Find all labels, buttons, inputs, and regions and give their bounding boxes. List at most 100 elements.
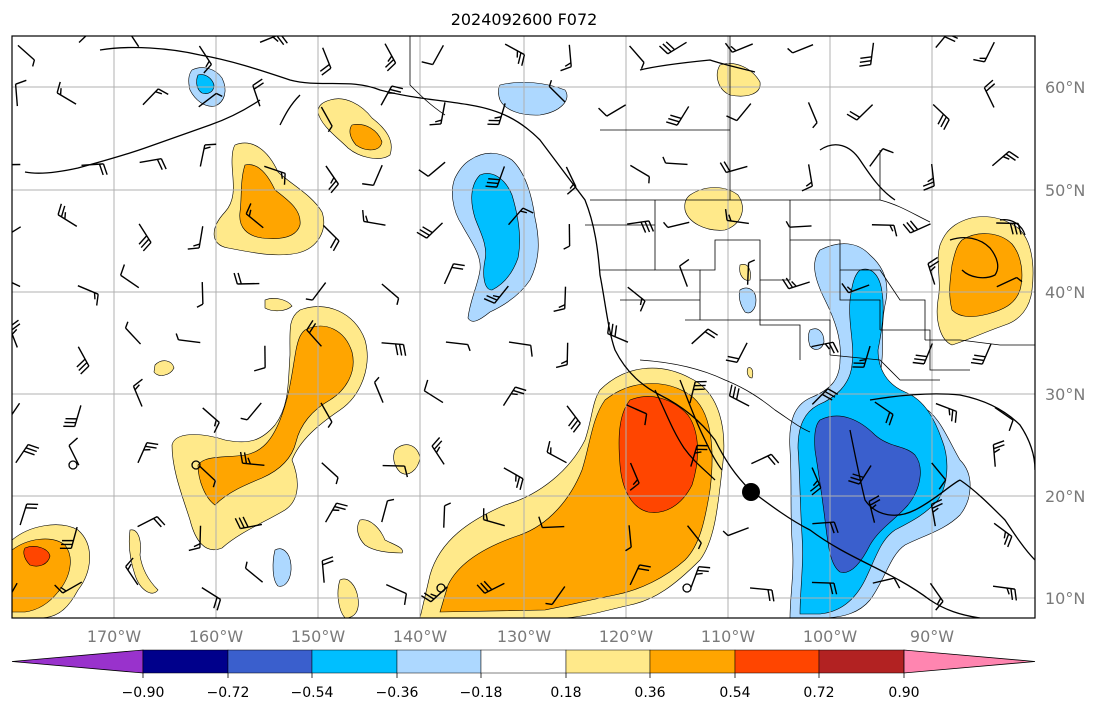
wind-barb — [381, 283, 400, 305]
colorbar-extend-low — [11, 649, 144, 674]
wind-barb — [868, 495, 881, 523]
wind-barb — [12, 281, 21, 288]
wind-barb — [196, 282, 204, 308]
wind-barb — [487, 103, 506, 126]
positive-anomaly-hawaii-orange — [197, 325, 354, 506]
wind-barb — [15, 443, 40, 464]
wind-barb — [381, 498, 395, 523]
wind-barb — [253, 345, 266, 372]
wind-barb — [751, 453, 780, 466]
wind-barb — [77, 285, 99, 306]
wind-barb — [259, 36, 288, 46]
wind-barb — [553, 286, 567, 312]
wind-barb — [996, 222, 1022, 235]
map-title: 2024092600 F072 — [450, 10, 598, 29]
colorbar-tick-label: 0.18 — [550, 685, 581, 701]
wind-barb — [319, 47, 332, 76]
wind-barb — [59, 526, 78, 549]
wind-barb — [416, 222, 444, 239]
wind-barb — [545, 586, 566, 606]
wind-barb — [361, 210, 386, 226]
wind-barb — [811, 581, 838, 595]
wind-barb — [362, 164, 383, 187]
wind-barb — [142, 88, 169, 106]
lon-label: 150°W — [291, 627, 346, 646]
storm-center-marker — [742, 483, 760, 501]
colorbar-tick-label: −0.18 — [460, 685, 503, 701]
colorbar-tick-label: −0.72 — [207, 685, 250, 701]
wind-barb — [781, 277, 810, 290]
wind-barb — [811, 388, 839, 405]
wind-barb — [627, 286, 646, 312]
wind-barb — [324, 502, 348, 523]
wind-barb — [423, 379, 444, 404]
wind-barb — [320, 106, 333, 133]
wind-barb — [503, 467, 524, 490]
wind-barb — [993, 522, 1013, 548]
wind-barb — [555, 342, 569, 369]
wind-barb — [245, 203, 264, 229]
wind-barb — [912, 343, 933, 365]
colorbar-segment — [818, 649, 905, 674]
colorbar-segment — [227, 649, 313, 674]
wind-barb — [119, 264, 140, 289]
wind-barb — [848, 465, 872, 485]
wind-barb — [625, 525, 632, 552]
wind-barb — [68, 437, 80, 466]
colorbar-tick-label: 0.36 — [634, 685, 665, 701]
wind-barb — [188, 525, 202, 552]
longitude-labels: 170°W 160°W 150°W 140°W 130°W 120°W 110°… — [87, 627, 954, 646]
wind-barb — [992, 440, 1005, 467]
wind-barb — [306, 320, 322, 347]
wind-barb — [996, 276, 1023, 288]
wind-barb — [508, 207, 534, 226]
colorbar-tick-label: −0.36 — [376, 685, 419, 701]
wind-barb — [690, 444, 709, 467]
wind-barb — [138, 223, 152, 252]
wind-barb — [429, 102, 446, 126]
colorbar-segment — [565, 649, 651, 674]
latitude-labels: 60°N 50°N 40°N 30°N 20°N 10°N — [1045, 78, 1085, 608]
wind-barb — [691, 328, 718, 345]
wind-barb — [431, 437, 445, 465]
lat-label: 30°N — [1045, 385, 1085, 404]
wind-barb — [930, 498, 943, 527]
colorbar-segment — [480, 649, 567, 674]
colorbar-segment — [142, 649, 229, 674]
wind-barb — [749, 587, 775, 602]
wind-barb — [443, 263, 465, 285]
wind-barb — [678, 258, 690, 287]
wind-barb — [199, 143, 217, 167]
wind-barb — [198, 92, 223, 108]
wind-barb — [81, 163, 108, 176]
wind-barb — [508, 341, 533, 357]
wind-barb — [841, 283, 870, 294]
wind-barb — [137, 516, 166, 528]
wind-barb — [994, 406, 1014, 432]
wind-barb — [443, 502, 452, 528]
colorbar-tick-label: 0.90 — [888, 685, 919, 701]
wind-barb — [931, 462, 947, 490]
wind-barb — [538, 516, 565, 529]
wind-barb — [563, 224, 571, 250]
wind-barb — [970, 343, 992, 365]
wind-barb — [12, 402, 21, 416]
wind-barb — [373, 376, 384, 403]
wind-barb — [132, 378, 143, 407]
wind-barb — [321, 556, 334, 583]
wind-barb — [320, 402, 333, 428]
wind-barb — [14, 79, 27, 107]
colorbar-tick-label: 0.54 — [719, 685, 750, 701]
wind-barb — [991, 150, 1019, 167]
wind-barb — [17, 44, 36, 67]
lat-label: 20°N — [1045, 487, 1085, 506]
colorbar-tick-label: 0.72 — [803, 685, 834, 701]
wind-barb — [54, 581, 83, 594]
wind-barb — [598, 104, 627, 117]
wind-barb — [233, 272, 260, 285]
wind-barb — [607, 322, 629, 343]
colorbar-segment — [396, 649, 482, 674]
wind-barb — [76, 346, 90, 375]
wind-barb — [565, 166, 577, 195]
